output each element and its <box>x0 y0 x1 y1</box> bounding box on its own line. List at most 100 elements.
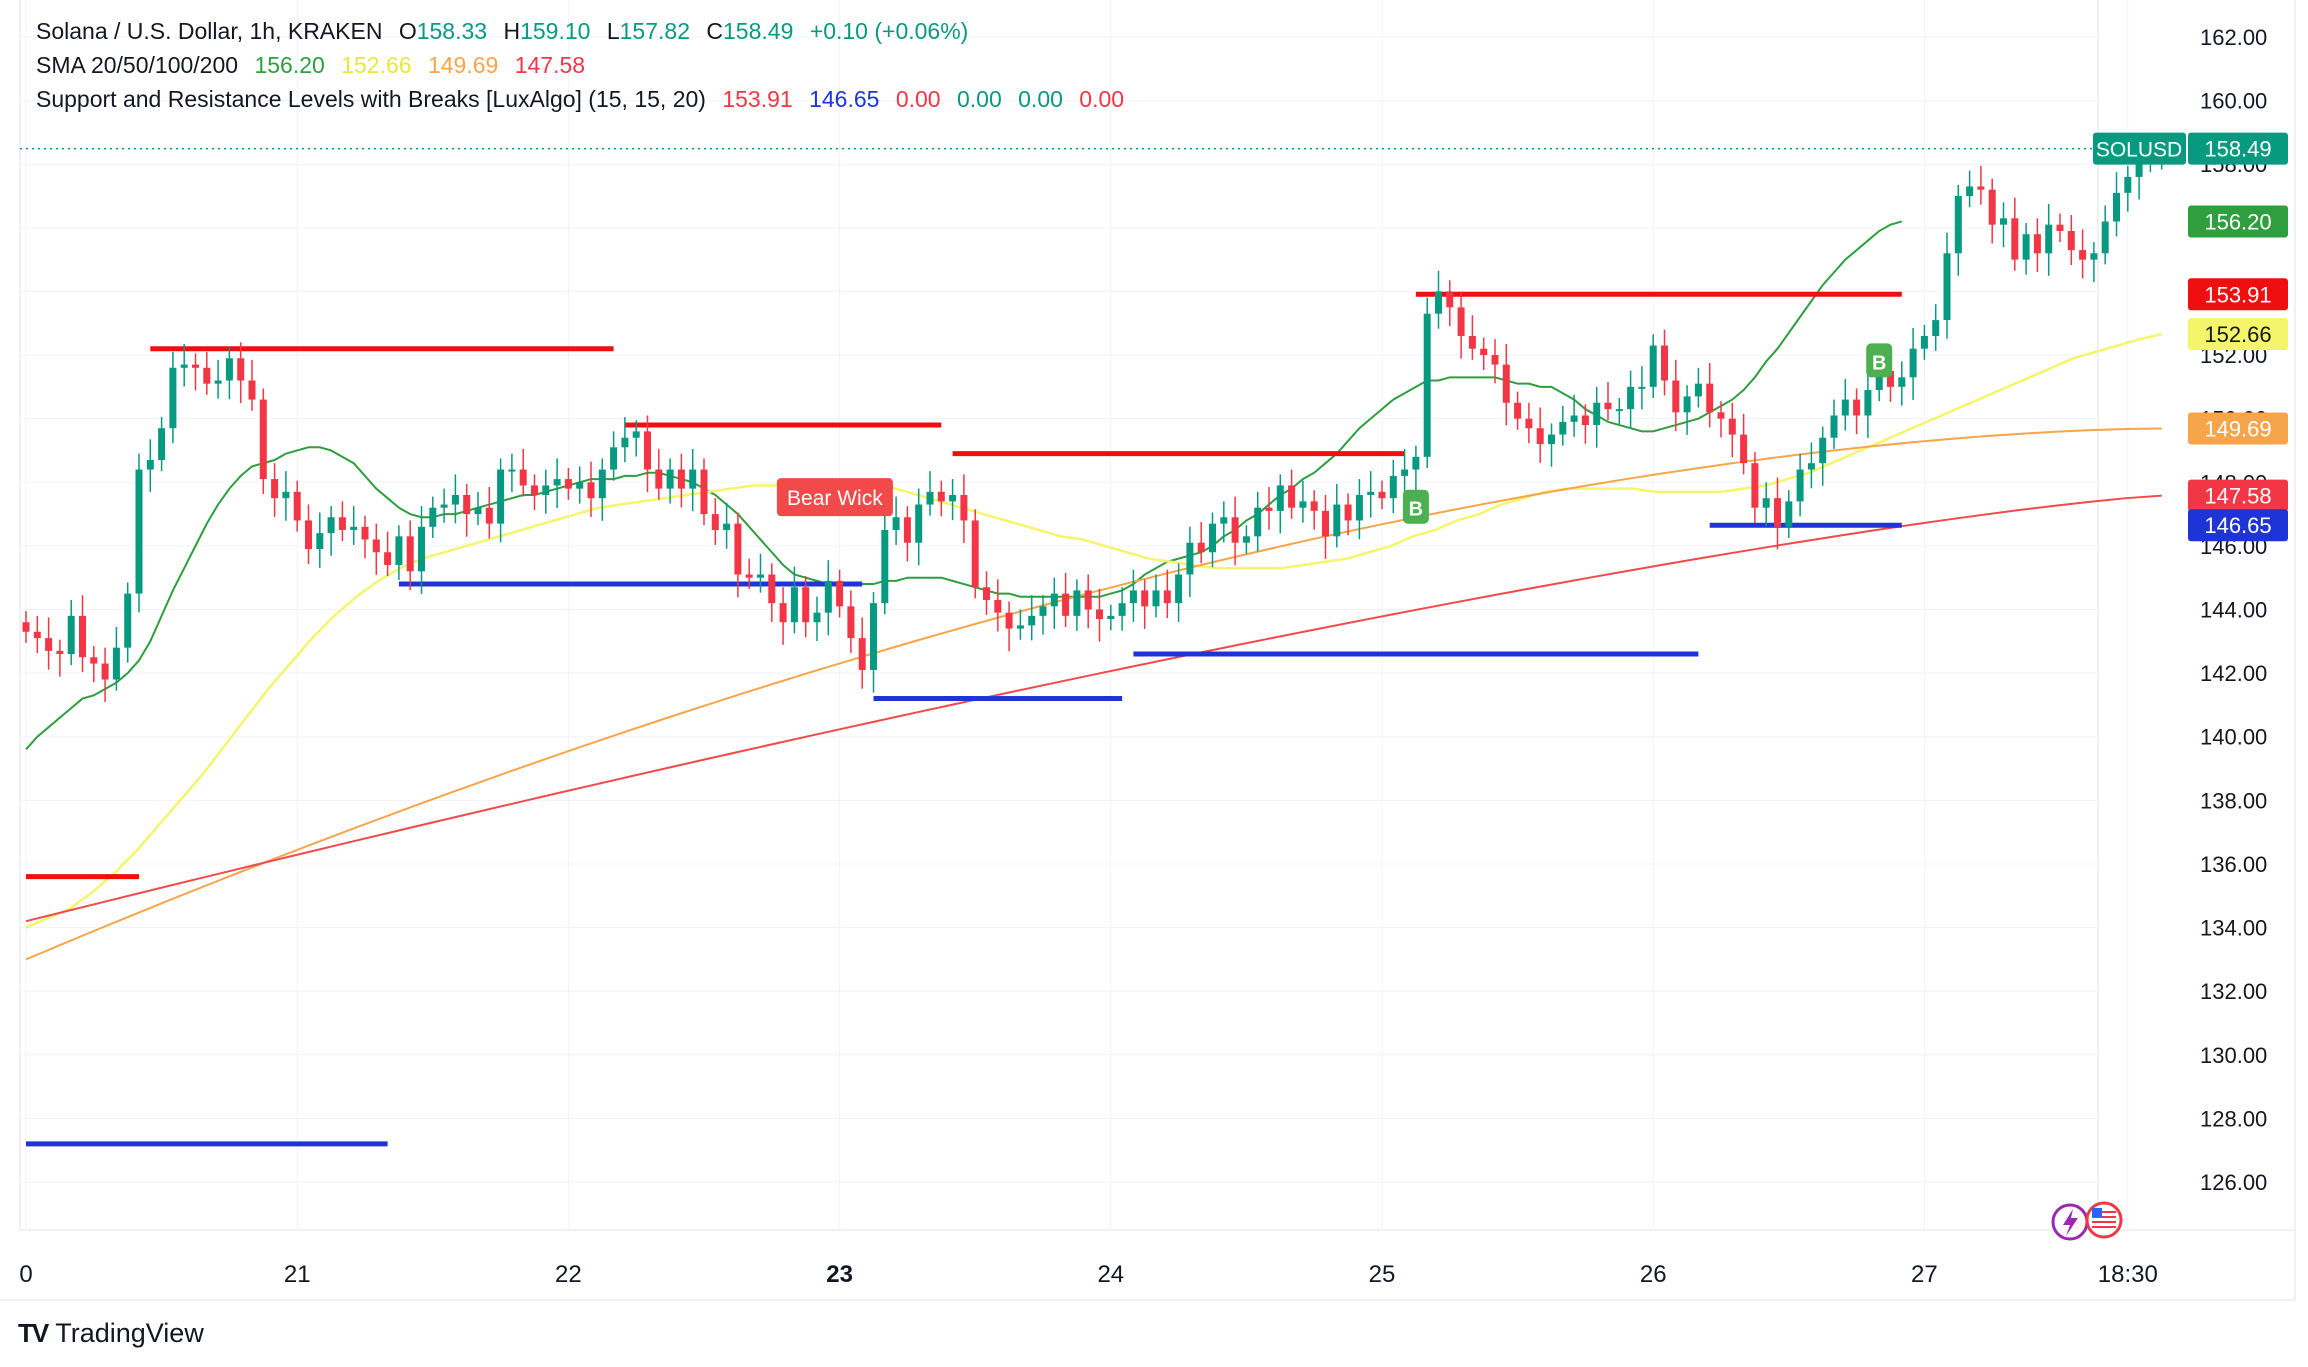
price-tag <box>2188 278 2288 311</box>
candle-body <box>1502 364 1510 403</box>
close-label: C <box>706 18 724 44</box>
candle-body <box>1220 517 1228 524</box>
high-value: 159.10 <box>520 18 591 44</box>
candle-body <box>1389 475 1397 499</box>
price-axis[interactable]: 126.00 128.00 130.00 132.00 134.00 136.00 138.… <box>2200 25 2267 1195</box>
legend-sma[interactable]: SMA 20/50/100/200 156.20 152.66 149.69 1… <box>36 50 595 80</box>
candle-body <box>632 431 640 438</box>
candle-body <box>926 491 934 505</box>
x-tick-label: 0 <box>19 1261 32 1288</box>
candle-body <box>1649 345 1657 387</box>
candle-body <box>2135 161 2143 177</box>
signal-markers: B B Bear Wick <box>776 343 2123 1241</box>
sma200-value: 147.58 <box>514 52 586 78</box>
price-tag-label: 152.66 <box>2204 322 2271 347</box>
candle-body <box>870 603 877 670</box>
candle-body <box>847 606 855 639</box>
candle-body <box>1096 609 1103 620</box>
candle-body <box>915 504 923 543</box>
candle-body <box>689 469 697 489</box>
candle-body <box>519 469 527 486</box>
candle-body <box>2101 221 2109 254</box>
y-tick-label: 138.00 <box>2200 788 2267 813</box>
candle-body <box>90 657 98 664</box>
candle-body <box>1355 495 1363 521</box>
candle-body <box>2067 231 2075 251</box>
sma20-value: 156.20 <box>254 52 325 78</box>
candle-body <box>779 603 787 623</box>
low-label: L <box>606 18 620 44</box>
change-value: +0.10 (+0.06%) <box>809 18 969 44</box>
candle-body <box>338 517 346 530</box>
bear-wick-label: Bear Wick <box>787 487 883 510</box>
candle-body <box>1661 345 1668 381</box>
snr-value-3: 0.00 <box>895 86 941 112</box>
candle-body <box>937 491 945 502</box>
candle-body <box>1819 437 1827 464</box>
tradingview-brand[interactable]: TV TradingView <box>18 1318 204 1349</box>
candle-body <box>1559 421 1567 435</box>
candle-body <box>1807 463 1815 470</box>
candle-body <box>1740 434 1748 464</box>
price-labels: SOLUSD 158.49 156.20 153.91 152.66 149.69 147.… <box>2093 132 2288 542</box>
price-tag-label: 149.69 <box>2204 417 2271 442</box>
candle-body <box>1129 590 1137 604</box>
candle-body <box>2022 234 2030 260</box>
open-value: 158.33 <box>416 18 488 44</box>
x-tick-label: 24 <box>1097 1261 1124 1288</box>
candle-body <box>1084 590 1092 610</box>
candlesticks[interactable] <box>22 134 2166 703</box>
candle-body <box>158 428 166 461</box>
candle-body <box>666 469 674 489</box>
legend-snr[interactable]: Support and Resistance Levels with Break… <box>36 84 1134 114</box>
y-tick-label: 160.00 <box>2200 89 2267 114</box>
candle-body <box>1751 463 1759 508</box>
candle-body <box>1898 377 1906 387</box>
price-tag <box>2188 412 2288 445</box>
candle-body <box>406 536 414 572</box>
y-tick-label: 132.00 <box>2200 979 2267 1004</box>
candle-body <box>1050 593 1058 607</box>
sma50-value: 152.66 <box>341 52 412 78</box>
open-label: O <box>398 18 417 44</box>
sma50-line <box>25 332 2162 929</box>
x-tick-label: 25 <box>1369 1261 1396 1288</box>
candle-body <box>971 520 979 588</box>
candle-body <box>79 615 86 658</box>
candle-body <box>225 358 233 381</box>
brand-name: TradingView <box>55 1318 204 1348</box>
candle-body <box>531 485 538 495</box>
price-tag <box>2188 509 2288 542</box>
symbol-tag-label: SOLUSD <box>2096 139 2182 162</box>
candle-body <box>1853 399 1861 416</box>
candle-body <box>1536 428 1544 445</box>
y-tick-label: 134.00 <box>2200 916 2267 941</box>
candle-body <box>1548 434 1555 445</box>
candle-body <box>497 469 505 524</box>
time-axis[interactable]: 0 21 22 23 24 25 26 27 18:30 <box>19 1261 2158 1288</box>
candle-body <box>700 469 708 515</box>
candle-body <box>1706 383 1714 413</box>
candle-body <box>1231 517 1239 543</box>
symbol-tag <box>2093 132 2186 165</box>
candle-body <box>2124 176 2132 193</box>
candle-body <box>1367 491 1375 495</box>
candle-body <box>1491 355 1499 365</box>
candle-body <box>1570 415 1578 422</box>
candle-body <box>542 485 550 495</box>
candle-body <box>316 533 324 550</box>
y-tick-label: 144.00 <box>2200 598 2267 623</box>
candle-body <box>1276 485 1284 511</box>
candle-body <box>1977 186 1985 190</box>
candle-body <box>802 587 810 623</box>
candle-body <box>1299 501 1307 508</box>
support-resistance-levels <box>26 291 1902 1147</box>
candle-body <box>1039 606 1047 616</box>
candle-body <box>192 364 199 368</box>
high-label: H <box>503 18 521 44</box>
candle-body <box>1615 409 1623 412</box>
candle-body <box>1254 507 1262 537</box>
candle-body <box>2033 234 2041 254</box>
candle-body <box>384 552 392 565</box>
